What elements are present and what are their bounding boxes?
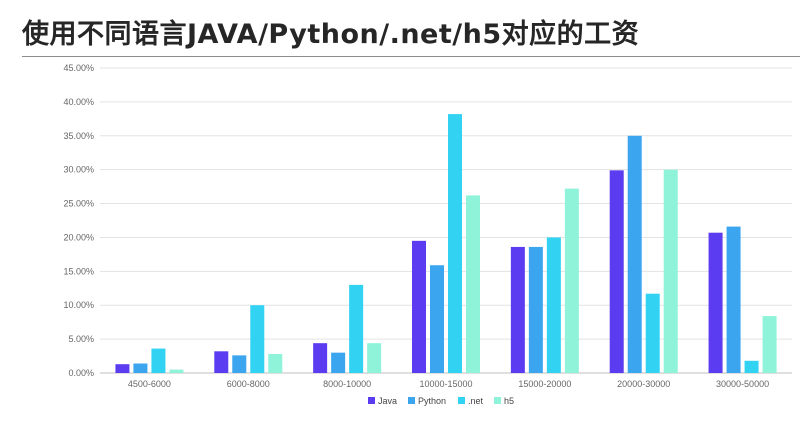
x-tick-label: 8000-10000 <box>323 379 371 389</box>
y-tick-label: 15.00% <box>63 266 94 276</box>
bar-java-20000-30000 <box>609 170 624 373</box>
x-axis: 4500-6000 6000-8000 8000-10000 10000-15000 1… <box>128 379 769 389</box>
title-divider <box>22 56 800 57</box>
bar-h5-20000-30000 <box>663 169 678 373</box>
bar-net-6000-8000 <box>250 305 265 373</box>
y-tick-label: 0.00% <box>68 368 94 378</box>
bar-net-8000-10000 <box>349 284 364 373</box>
legend-label: Java <box>378 396 397 406</box>
y-tick-label: 20.00% <box>63 232 94 242</box>
y-tick-label: 35.00% <box>63 131 94 141</box>
chart-legend: Java Python .net h5 <box>368 396 514 406</box>
legend-swatch <box>368 397 375 404</box>
legend-swatch <box>458 397 465 404</box>
bar-java-4500-6000 <box>115 364 130 373</box>
y-tick-label: 10.00% <box>63 300 94 310</box>
bar-series <box>115 114 777 373</box>
legend-label: Python <box>418 396 446 406</box>
legend-label: .net <box>468 396 484 406</box>
bar-net-10000-15000 <box>448 114 462 373</box>
bar-python-8000-10000 <box>331 352 346 373</box>
x-tick-label: 6000-8000 <box>227 379 270 389</box>
bar-net-20000-30000 <box>645 293 660 373</box>
bar-net-4500-6000 <box>151 348 166 373</box>
legend-label: h5 <box>504 396 514 406</box>
page-title: 使用不同语言JAVA/Python/.net/h5对应的工资 <box>22 19 640 50</box>
bar-java-6000-8000 <box>214 351 229 373</box>
bar-h5-4500-6000 <box>169 369 184 373</box>
bar-h5-15000-20000 <box>564 188 579 373</box>
bar-h5-30000-50000 <box>762 316 777 373</box>
bar-python-20000-30000 <box>627 135 642 373</box>
x-tick-label: 15000-20000 <box>518 379 571 389</box>
bar-python-30000-50000 <box>726 226 741 373</box>
bar-python-6000-8000 <box>232 355 247 373</box>
bar-java-8000-10000 <box>313 343 328 373</box>
y-tick-label: 5.00% <box>68 334 94 344</box>
y-axis: 0.00% 5.00% 10.00% 15.00% 20.00% 25.00% 30.00%… <box>63 63 94 378</box>
bar-h5-6000-8000 <box>268 354 283 373</box>
bar-java-15000-20000 <box>510 246 525 373</box>
legend-swatch <box>494 397 501 404</box>
x-tick-label: 30000-50000 <box>716 379 769 389</box>
legend-swatch <box>408 397 415 404</box>
bar-java-30000-50000 <box>708 232 723 373</box>
bar-net-15000-20000 <box>546 237 561 373</box>
bar-h5-10000-15000 <box>466 195 480 373</box>
bar-java-10000-15000 <box>412 240 426 373</box>
x-tick-label: 10000-15000 <box>419 379 472 389</box>
bar-python-10000-15000 <box>430 265 444 373</box>
y-tick-label: 40.00% <box>63 97 94 107</box>
x-tick-label: 4500-6000 <box>128 379 171 389</box>
x-tick-label: 20000-30000 <box>617 379 670 389</box>
y-tick-label: 30.00% <box>63 165 94 175</box>
bar-python-4500-6000 <box>133 363 148 373</box>
y-tick-label: 25.00% <box>63 199 94 209</box>
grid-lines <box>100 67 792 374</box>
y-tick-label: 45.00% <box>63 63 94 73</box>
bar-python-15000-20000 <box>528 246 543 373</box>
bar-h5-8000-10000 <box>367 343 382 373</box>
bar-net-30000-50000 <box>744 360 759 373</box>
